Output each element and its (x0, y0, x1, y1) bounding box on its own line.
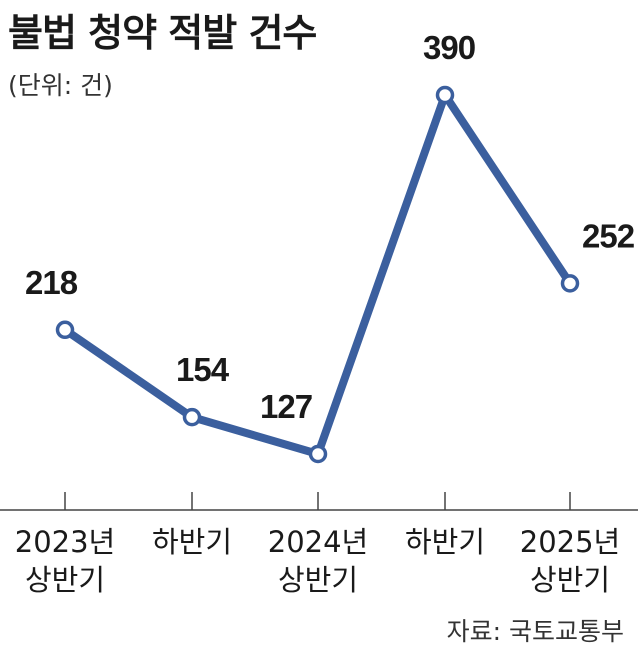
unit-note: (단위: 건) (8, 71, 113, 100)
data-point-4 (435, 85, 455, 105)
x-tick-label-5-2: 상반기 (530, 563, 610, 597)
chart-title: 불법 청약 적발 건수 (8, 11, 317, 55)
data-point-2 (182, 407, 202, 427)
data-label-4: 390 (423, 29, 475, 66)
source-note: 자료: 국토교통부 (446, 617, 624, 646)
x-tick-label-3-2: 상반기 (278, 563, 358, 597)
data-label-3: 127 (260, 388, 312, 425)
x-tick-label-3-1: 2024년 (268, 525, 368, 559)
x-tick-label-5-1: 2025년 (520, 525, 620, 559)
series-line (61, 91, 574, 458)
data-point-3 (308, 444, 328, 464)
data-point-5 (560, 274, 580, 293)
x-tick-label-4-1: 하반기 (405, 525, 485, 559)
x-tick-label-1-1: 2023년 (15, 525, 115, 559)
data-point-1 (55, 320, 75, 340)
data-label-1: 218 (25, 264, 78, 301)
data-label-5: 252 (582, 217, 635, 254)
x-tick-label-2-1: 하반기 (152, 525, 232, 559)
data-label-2: 154 (176, 351, 230, 388)
x-tick-label-1-2: 상반기 (25, 563, 105, 597)
